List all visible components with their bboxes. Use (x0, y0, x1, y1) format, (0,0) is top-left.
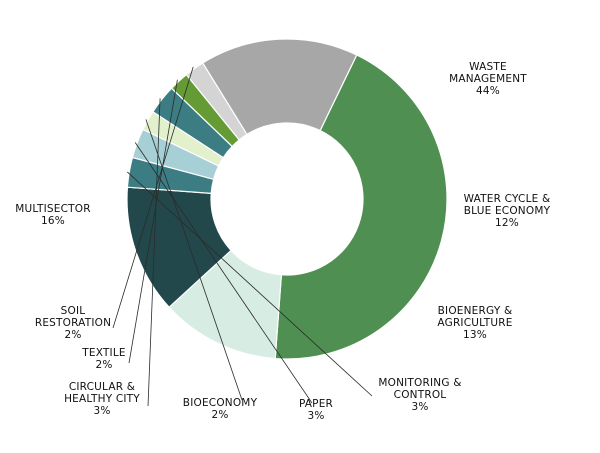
slice-name-label: SOIL (61, 305, 86, 317)
slice-name-label: TEXTILE (81, 347, 125, 359)
slice-name-label: CIRCULAR & (69, 381, 135, 393)
leader-line (128, 79, 178, 364)
slice-name-label: HEALTHY CITY (64, 393, 140, 405)
slice-name-label: BIOENERGY & (438, 305, 513, 317)
slice-value-label: 3% (411, 401, 428, 413)
slice-name-label: BIOECONOMY (183, 397, 258, 409)
slice-name-label: BLUE ECONOMY (464, 205, 551, 217)
leader-line (112, 66, 194, 329)
slice-multisector (201, 38, 358, 136)
slice-name-label: MANAGEMENT (449, 73, 527, 85)
slice-name-label: WATER CYCLE & (464, 193, 551, 205)
slice-value-label: 2% (95, 359, 112, 371)
slice-name-label: RESTORATION (35, 317, 111, 329)
slice-value-label: 3% (307, 410, 324, 422)
slice-value-label: 12% (495, 217, 519, 229)
slice-value-label: 2% (64, 329, 81, 341)
slice-name-label: PAPER (299, 398, 333, 410)
slice-name-label: CONTROL (394, 389, 447, 401)
slice-waste-management (274, 54, 448, 360)
leader-line (127, 171, 373, 397)
leader-line (134, 142, 313, 404)
slice-value-label: 3% (93, 405, 110, 417)
slice-value-label: 16% (41, 215, 65, 227)
slice-name-label: MULTISECTOR (15, 203, 90, 215)
slice-name-label: AGRICULTURE (437, 317, 512, 329)
slice-name-label: WASTE (469, 61, 507, 73)
slice-name-label: MONITORING & (378, 377, 461, 389)
leader-line (147, 98, 161, 407)
slice-value-label: 2% (211, 409, 228, 421)
slice-value-label: 44% (476, 85, 500, 97)
slice-value-label: 13% (463, 329, 487, 341)
leader-line (145, 119, 243, 401)
